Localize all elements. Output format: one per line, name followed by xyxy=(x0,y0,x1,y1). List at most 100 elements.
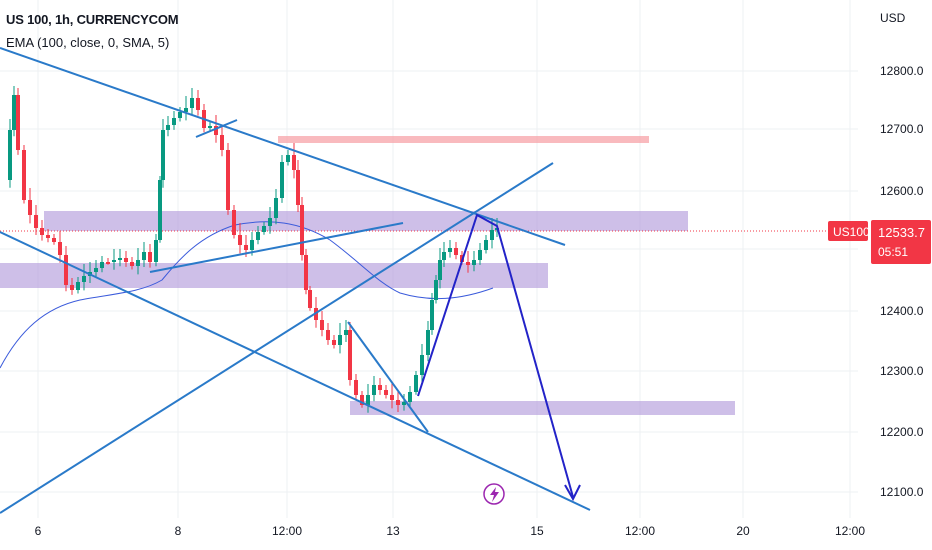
supply-zone[interactable] xyxy=(44,211,688,231)
candle-body xyxy=(434,280,438,300)
candle-body xyxy=(442,252,446,260)
candle-body xyxy=(438,260,442,280)
price-tick-label: 12300.0 xyxy=(880,364,924,378)
ticker-badge-text: US100 xyxy=(833,225,870,239)
candle-body xyxy=(34,215,38,228)
candle-body xyxy=(384,390,388,395)
price-tick-label: 12600.0 xyxy=(880,184,924,198)
time-tick-label: 8 xyxy=(175,524,182,538)
candle-body xyxy=(154,240,158,262)
candle-body xyxy=(326,330,330,340)
price-tick-label: 12200.0 xyxy=(880,425,924,439)
trendline-wedge-upper[interactable] xyxy=(347,321,429,433)
candle-body xyxy=(166,125,170,130)
time-tick-label: 12:00 xyxy=(272,524,302,538)
candle-body xyxy=(58,242,62,255)
time-tick-label: 12:00 xyxy=(625,524,655,538)
candle-body xyxy=(308,290,312,308)
trendlines xyxy=(0,47,591,514)
price-badge: US100 12533.7 05:51 xyxy=(828,220,931,264)
candle-body xyxy=(238,235,242,245)
candle-body xyxy=(172,118,176,125)
candle-body xyxy=(161,130,165,180)
chart-grid xyxy=(0,0,858,518)
candle-body xyxy=(408,392,412,402)
candle-body xyxy=(490,230,494,240)
time-tick-label: 20 xyxy=(736,524,750,538)
ticker-badge xyxy=(828,221,868,241)
candle-body xyxy=(226,150,230,210)
candle-body xyxy=(286,155,290,162)
current-price-text: 12533.7 xyxy=(878,225,925,240)
trendline-short[interactable] xyxy=(195,119,238,138)
candle-body xyxy=(430,300,434,330)
candle-body xyxy=(22,150,26,200)
resistance-zone[interactable] xyxy=(278,136,649,143)
candle-body xyxy=(16,95,20,150)
candle-body xyxy=(292,155,296,170)
price-tick-label: 12800.0 xyxy=(880,64,924,78)
candle-body xyxy=(142,252,146,260)
candle-body xyxy=(196,98,200,110)
candle-body xyxy=(220,135,224,150)
countdown-text: 05:51 xyxy=(878,245,908,259)
candle-body xyxy=(414,375,418,392)
price-tick-label: 12700.0 xyxy=(880,122,924,136)
candle-body xyxy=(8,130,12,180)
candle-body xyxy=(396,400,400,405)
candle-body xyxy=(426,330,430,355)
demand-zone-mid[interactable] xyxy=(0,263,548,288)
candle-body xyxy=(244,245,248,250)
candle-body xyxy=(360,395,364,405)
zones xyxy=(0,136,735,415)
candle-body xyxy=(466,262,470,265)
projection-arrowhead xyxy=(564,484,581,502)
candle-body xyxy=(214,126,218,135)
trendline-lower-channel[interactable] xyxy=(0,231,591,511)
candle-body xyxy=(344,330,348,335)
candle-body xyxy=(178,112,182,118)
candle-body xyxy=(124,258,128,262)
candle-body xyxy=(190,98,194,108)
demand-zone-low[interactable] xyxy=(350,401,735,415)
candle-body xyxy=(354,380,358,395)
candle-body xyxy=(332,340,336,345)
candle-body xyxy=(82,276,86,282)
candle-body xyxy=(136,260,140,266)
price-tick-label: 12100.0 xyxy=(880,485,924,499)
indicator-legend[interactable]: EMA (100, close, 0, SMA, 5) xyxy=(6,35,170,50)
price-badge-box xyxy=(871,220,931,264)
candle-body xyxy=(296,170,300,205)
candle-body xyxy=(256,232,260,240)
symbol-title[interactable]: US 100, 1h, CURRENCYCOM xyxy=(6,12,179,27)
candle-body xyxy=(112,260,116,262)
candle-body xyxy=(130,262,134,266)
candle-body xyxy=(70,285,74,290)
candle-body xyxy=(28,200,32,215)
trendline-upper-channel[interactable] xyxy=(0,47,566,246)
candle-body xyxy=(372,385,376,395)
candle-body xyxy=(484,240,488,250)
candle-body xyxy=(250,240,254,250)
projection-line[interactable] xyxy=(417,213,574,498)
candlesticks xyxy=(8,86,499,413)
trendline-mid-rising[interactable] xyxy=(149,222,404,273)
lightning-icon[interactable] xyxy=(483,483,505,505)
time-tick-label: 15 xyxy=(530,524,544,538)
candle-body xyxy=(268,218,272,226)
time-axis[interactable]: 6 8 12:00 13 15 12:00 20 12:00 xyxy=(35,524,866,538)
candle-body xyxy=(274,198,278,218)
candle-body xyxy=(262,226,266,232)
candle-body xyxy=(304,255,308,290)
candle-body xyxy=(184,108,188,112)
candle-body xyxy=(348,330,352,380)
price-tick-label: 12400.0 xyxy=(880,304,924,318)
candle-body xyxy=(280,162,284,198)
price-axis[interactable]: USD 12800.012700.012600.012500.012400.01… xyxy=(858,0,932,550)
candle-body xyxy=(40,228,44,235)
trendline-rising[interactable] xyxy=(0,162,554,514)
time-tick-label: 12:00 xyxy=(835,524,865,538)
candle-body xyxy=(52,238,56,242)
candle-body xyxy=(208,126,212,128)
